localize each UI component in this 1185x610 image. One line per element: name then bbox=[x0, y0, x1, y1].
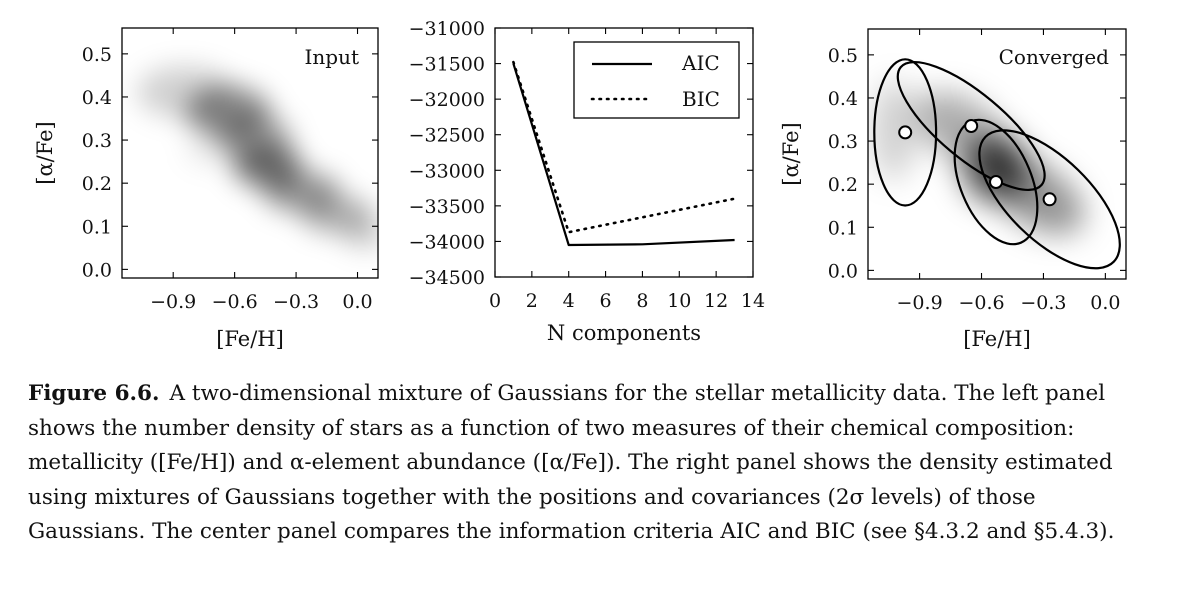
y-tick-label: 0.1 bbox=[82, 216, 112, 238]
x-tick-label: −0.9 bbox=[897, 292, 943, 314]
gaussian-center-3 bbox=[989, 175, 1003, 189]
y-tick-label: 0.0 bbox=[828, 260, 858, 282]
y-tick-label: −33500 bbox=[409, 196, 485, 218]
x-tick-label: −0.3 bbox=[1020, 292, 1066, 314]
center-lines bbox=[512, 60, 736, 247]
caption-text: A two-dimensional mixture of Gaussians f… bbox=[28, 381, 1115, 544]
x-tick-label: 14 bbox=[741, 290, 765, 312]
legend-box bbox=[573, 41, 740, 119]
right-axes-frame bbox=[867, 28, 1127, 280]
gaussian-ellipse-2 bbox=[896, 60, 1046, 192]
right-density bbox=[872, 80, 1084, 235]
legend-label-bic: BIC bbox=[682, 87, 720, 111]
y-tick-label: 0.2 bbox=[828, 174, 858, 196]
caption-label: Figure 6.6. bbox=[28, 381, 160, 406]
gaussian-center-1 bbox=[898, 125, 913, 140]
legend-label-aic: AIC bbox=[681, 51, 720, 75]
x-tick-label: 0 bbox=[489, 290, 501, 312]
y-tick-label: −34000 bbox=[409, 231, 485, 253]
x-tick-label: −0.3 bbox=[273, 291, 319, 313]
left-density bbox=[137, 66, 378, 249]
right-panel: −0.9 −0.6 −0.3 0.0 0.0 0.1 0.2 0.3 0.4 0.5 Conver… bbox=[779, 28, 1127, 351]
x-tick-label: 8 bbox=[636, 290, 648, 312]
gaussian-ellipse-4 bbox=[978, 129, 1121, 270]
y-tick-label: −32500 bbox=[409, 125, 485, 147]
y-tick-label: 0.2 bbox=[82, 173, 112, 195]
x-tick-label: 12 bbox=[704, 290, 728, 312]
x-tick-label: −0.9 bbox=[150, 291, 196, 313]
x-tick-label: 10 bbox=[667, 290, 691, 312]
left-ylabel: [α/Fe] bbox=[33, 121, 57, 185]
x-tick-label: 6 bbox=[600, 290, 612, 312]
gaussian-center-4 bbox=[1042, 192, 1057, 207]
right-ylabel: [α/Fe] bbox=[779, 122, 803, 186]
x-tick-label: −0.6 bbox=[958, 292, 1004, 314]
figure-svg: −0.9 −0.6 −0.3 0.00.00.10.20.30.40.5 Input … bbox=[33, 18, 1127, 351]
series-line-bic bbox=[512, 60, 736, 234]
y-tick-label: −34500 bbox=[409, 267, 485, 289]
y-tick-label: −31000 bbox=[409, 18, 485, 40]
center-axes-frame bbox=[494, 27, 754, 278]
y-tick-label: 0.5 bbox=[82, 44, 112, 66]
y-tick-label: −33000 bbox=[409, 160, 485, 182]
x-tick-label: 0.0 bbox=[1090, 292, 1120, 314]
y-tick-label: 0.5 bbox=[828, 45, 858, 67]
left-ticks: −0.9 −0.6 −0.3 0.0 0.0 0.1 0.2 0.3 0.4 0.5 bbox=[82, 28, 378, 313]
left-xlabel: [Fe/H] bbox=[216, 327, 284, 351]
x-tick-label: 4 bbox=[563, 290, 575, 312]
gaussian-center-2 bbox=[964, 119, 979, 133]
center-legend: AIC BIC bbox=[573, 41, 740, 119]
right-xlabel: [Fe/H] bbox=[963, 327, 1031, 351]
right-annotation: Converged bbox=[999, 45, 1110, 69]
y-tick-label: 0.4 bbox=[828, 88, 858, 110]
center-xlabel: N components bbox=[547, 321, 701, 345]
left-panel: −0.9 −0.6 −0.3 0.00.00.10.20.30.40.5 Input … bbox=[33, 27, 379, 351]
y-tick-label: 0.0 bbox=[82, 259, 112, 281]
x-tick-label: −0.6 bbox=[212, 291, 258, 313]
x-tick-label: 2 bbox=[526, 290, 538, 312]
right-ticks: −0.9 −0.6 −0.3 0.0 0.0 0.1 0.2 0.3 0.4 0.5 bbox=[828, 29, 1126, 314]
y-tick-label: 0.1 bbox=[828, 217, 858, 239]
y-tick-label: −31500 bbox=[409, 54, 485, 76]
y-tick-label: 0.3 bbox=[828, 131, 858, 153]
series-line-aic bbox=[512, 63, 735, 247]
x-tick-label: 0.0 bbox=[342, 291, 372, 313]
y-tick-label: 0.4 bbox=[82, 87, 112, 109]
right-gaussian-ellipses bbox=[873, 58, 1121, 270]
left-axes-frame bbox=[121, 27, 379, 279]
gaussian-ellipse-1 bbox=[873, 58, 938, 207]
y-tick-label: −32000 bbox=[409, 89, 485, 111]
left-annotation: Input bbox=[304, 45, 359, 69]
center-ticks: 0 2 4 6 8 10 12 14 −31000 −31500 −32000 −32500 −3300… bbox=[409, 18, 765, 312]
center-panel: 0 2 4 6 8 10 12 14 −31000 −31500 −32000 −32500 −3300… bbox=[409, 18, 765, 345]
y-tick-label: 0.3 bbox=[82, 130, 112, 152]
figure-caption: Figure 6.6. A two-dimensional mixture of … bbox=[28, 377, 1158, 550]
